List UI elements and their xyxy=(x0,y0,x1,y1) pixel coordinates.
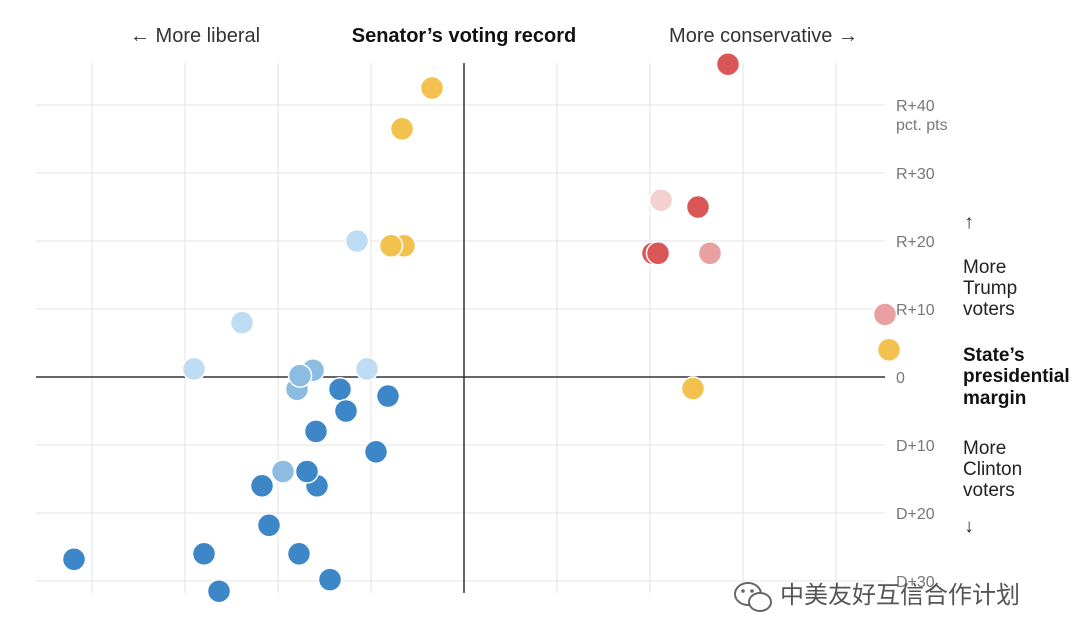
y-axis-title: State’s presidential margin xyxy=(963,345,1070,409)
up-note-line-2: Trump xyxy=(963,278,1017,299)
data-point xyxy=(389,116,415,142)
y-tick-label: R+40 xyxy=(896,98,935,115)
down-note-line-3: voters xyxy=(963,480,1015,501)
y-title-line-3: margin xyxy=(963,388,1026,409)
watermark-text: 中美友好互信合作计划 xyxy=(780,581,1020,609)
data-point xyxy=(327,376,353,402)
y-tick-labels: R+40 R+30 R+20 R+10 0 D+10 D+20 D+30 xyxy=(896,98,935,591)
down-note-line-2: Clinton xyxy=(963,459,1022,480)
data-point xyxy=(645,240,671,266)
wechat-icon xyxy=(734,582,772,612)
gridlines xyxy=(36,63,885,593)
y-unit-label: pct. pts xyxy=(896,117,948,134)
data-point xyxy=(181,356,207,382)
data-point xyxy=(61,546,87,572)
data-point xyxy=(286,541,312,567)
data-point xyxy=(354,356,380,382)
y-tick-label: R+10 xyxy=(896,302,935,319)
y-tick-label: D+10 xyxy=(896,438,935,455)
data-point xyxy=(229,310,255,335)
down-arrow: ↓ xyxy=(964,516,974,537)
data-point xyxy=(685,194,711,220)
y-title-line-1: State’s xyxy=(963,345,1025,366)
data-points xyxy=(61,51,902,604)
y-tick-label: D+20 xyxy=(896,506,935,523)
data-point xyxy=(697,240,723,266)
x-right-label: More conservative → xyxy=(669,25,858,47)
y-tick-label: D+30 xyxy=(896,574,935,591)
data-point xyxy=(270,459,296,484)
data-point xyxy=(648,187,674,213)
data-point xyxy=(375,383,401,409)
data-point xyxy=(333,398,359,424)
axes xyxy=(36,63,885,593)
data-point xyxy=(287,363,313,388)
data-point xyxy=(344,228,370,254)
data-point xyxy=(419,75,445,101)
y-tick-label: 0 xyxy=(896,370,905,387)
chart-title: Senator’s voting record xyxy=(352,25,577,47)
data-point xyxy=(680,376,706,401)
down-note-line-1: More xyxy=(963,438,1006,459)
clinton-voters-note: More Clinton voters xyxy=(963,438,1022,501)
y-title-line-2: presidential xyxy=(963,366,1070,387)
data-point xyxy=(876,337,902,363)
trump-voters-note: More Trump voters xyxy=(963,257,1017,320)
y-tick-label: R+20 xyxy=(896,234,935,251)
data-point xyxy=(872,302,898,327)
data-point xyxy=(303,419,329,444)
data-point xyxy=(191,541,217,567)
up-note-line-1: More xyxy=(963,257,1006,278)
data-point xyxy=(206,578,232,604)
y-tick-label: R+30 xyxy=(896,166,935,183)
data-point xyxy=(715,51,741,77)
data-point xyxy=(249,473,275,499)
up-note-line-3: voters xyxy=(963,299,1015,320)
x-left-label: ← More liberal xyxy=(130,25,260,47)
data-point xyxy=(378,233,404,259)
data-point xyxy=(294,459,320,484)
data-point xyxy=(363,439,389,465)
watermark: 中美友好互信合作计划 xyxy=(734,581,1020,612)
data-point xyxy=(317,567,343,592)
data-point xyxy=(256,512,282,538)
up-arrow: ↑ xyxy=(964,212,974,233)
